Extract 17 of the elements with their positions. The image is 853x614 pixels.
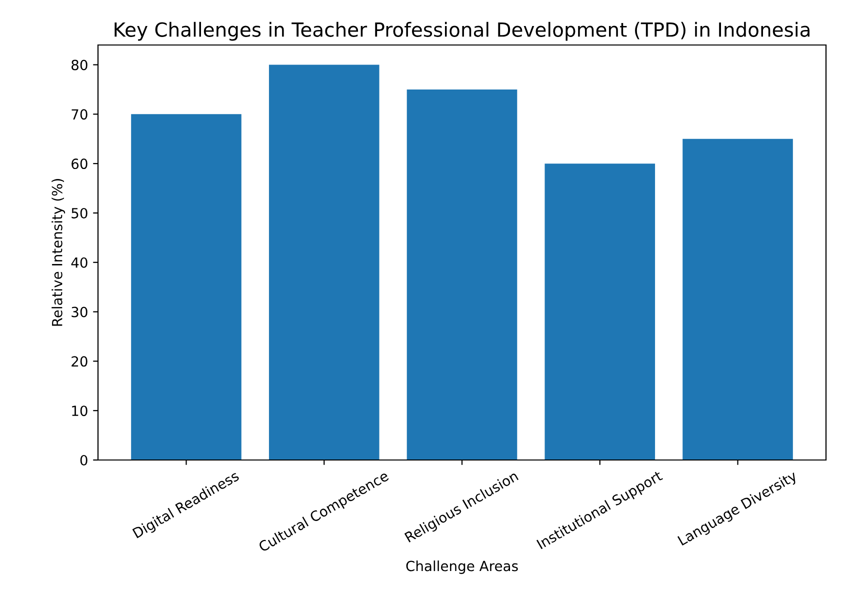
bar (406, 89, 518, 460)
y-axis-title: Relative Intensity (%) (52, 179, 66, 326)
y-tick-label: 70 (72, 109, 88, 120)
y-tick-label: 60 (72, 158, 88, 170)
chart-title: Key Challenges in Teacher Professional Development (TPD) in Indonesia (114, 22, 810, 41)
x-axis-title: Challenge Areas (406, 560, 518, 574)
y-tick-label: 30 (72, 306, 88, 318)
bar (131, 114, 242, 460)
bar (682, 138, 793, 460)
y-tick-label: 40 (71, 257, 88, 268)
y-tick-label: 50 (72, 208, 88, 218)
y-tick-label: 0 (80, 454, 88, 466)
bar (544, 164, 656, 460)
y-tick-label: 10 (72, 406, 88, 416)
y-tick-label: 20 (72, 356, 88, 367)
bar (268, 64, 380, 460)
y-tick-label: 80 (72, 60, 88, 70)
